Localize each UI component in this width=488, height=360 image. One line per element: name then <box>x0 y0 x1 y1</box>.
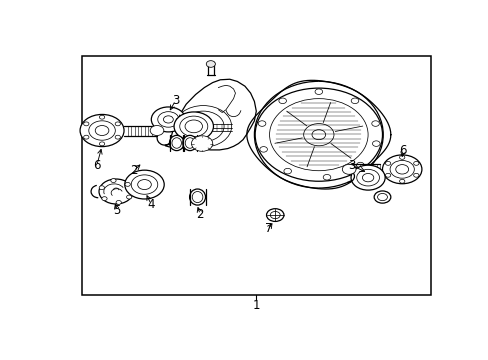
Ellipse shape <box>169 135 183 150</box>
Text: 2: 2 <box>196 208 203 221</box>
Circle shape <box>258 121 265 126</box>
Circle shape <box>323 175 330 180</box>
Text: 4: 4 <box>147 198 155 211</box>
Circle shape <box>99 186 104 190</box>
Circle shape <box>125 183 130 186</box>
Circle shape <box>266 209 284 221</box>
Circle shape <box>206 61 215 67</box>
Circle shape <box>350 165 385 190</box>
Circle shape <box>124 170 164 199</box>
Circle shape <box>191 136 212 151</box>
Text: 7: 7 <box>264 222 272 235</box>
Circle shape <box>116 201 121 204</box>
Circle shape <box>314 89 322 94</box>
Circle shape <box>382 155 421 184</box>
Circle shape <box>372 141 379 147</box>
Bar <box>82 56 430 296</box>
Text: 6: 6 <box>399 144 406 157</box>
Circle shape <box>80 114 124 147</box>
Text: 3: 3 <box>348 159 355 172</box>
Ellipse shape <box>189 189 205 205</box>
Ellipse shape <box>183 135 197 150</box>
Polygon shape <box>165 79 256 150</box>
Text: 2: 2 <box>130 164 137 177</box>
Circle shape <box>89 121 115 140</box>
Text: 1: 1 <box>252 299 260 312</box>
Polygon shape <box>246 80 390 189</box>
Text: 3: 3 <box>172 94 179 107</box>
Circle shape <box>371 121 379 126</box>
Circle shape <box>151 107 185 132</box>
Circle shape <box>284 168 291 174</box>
Circle shape <box>259 147 267 152</box>
Text: 6: 6 <box>93 159 101 172</box>
Circle shape <box>342 164 355 174</box>
Circle shape <box>111 179 116 183</box>
Circle shape <box>350 98 358 104</box>
Text: 5: 5 <box>113 204 121 217</box>
Circle shape <box>175 105 231 147</box>
Circle shape <box>373 191 390 203</box>
Circle shape <box>126 195 132 199</box>
Circle shape <box>95 126 109 135</box>
Circle shape <box>102 197 107 201</box>
Circle shape <box>356 162 364 168</box>
Circle shape <box>150 126 163 135</box>
Circle shape <box>174 112 213 141</box>
Circle shape <box>278 98 286 104</box>
Circle shape <box>99 179 133 204</box>
